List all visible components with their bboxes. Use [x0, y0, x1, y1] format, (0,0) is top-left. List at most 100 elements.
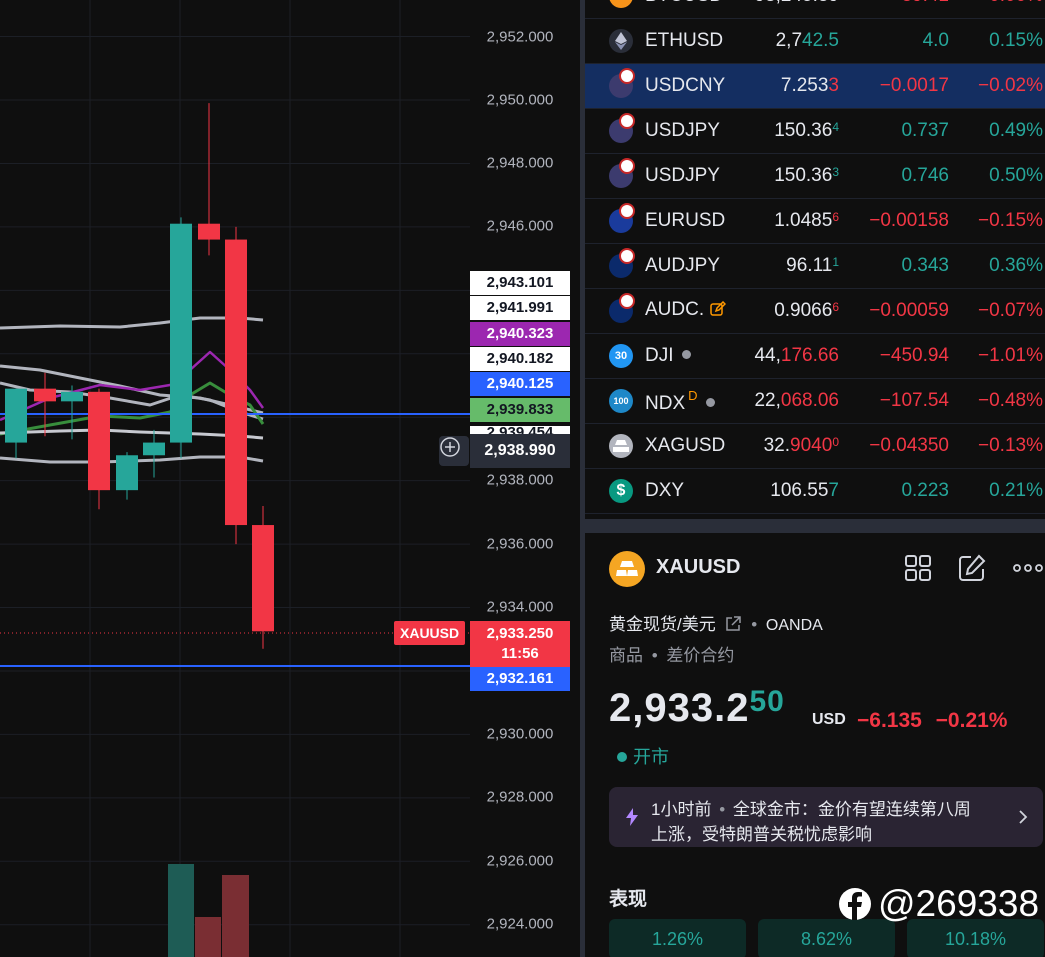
detail-exchange[interactable]: OANDA: [765, 617, 823, 634]
watchlist-change: 0.223: [901, 480, 949, 501]
indicator-price-tag: 2,943.101: [470, 271, 570, 295]
bearish-candle: [252, 525, 274, 632]
watchlist-row-btcusd[interactable]: BTCUSD 98,245.39 -39.41 -0.06%: [585, 0, 1045, 19]
performance-cell[interactable]: 8.62%: [758, 919, 895, 957]
detail-price: 2,933.250: [609, 685, 785, 731]
indicator-line: [0, 350, 265, 422]
watchlist-row-ethusd[interactable]: ETHUSD 2,742.5 4.0 0.15%: [585, 19, 1045, 64]
dollar-icon: $: [609, 479, 633, 503]
panel-separator[interactable]: [585, 519, 1045, 533]
market-status: 开市: [617, 743, 669, 769]
external-link-icon[interactable]: [724, 615, 742, 633]
watchlist-row-dji[interactable]: 30 DJI 44,176.66 −450.94 −1.01%: [585, 334, 1045, 379]
line-price-tag: 2,932.161: [470, 667, 570, 691]
indicator-line: [0, 428, 264, 440]
watchlist-row-audc[interactable]: AUDC. 0.90666 −0.00059 −0.07%: [585, 289, 1045, 334]
watchlist-row-eurusd[interactable]: EURUSD 1.04856 −0.00158 −0.15%: [585, 199, 1045, 244]
watchlist-change: −0.0017: [879, 75, 949, 96]
more-icon[interactable]: [1011, 553, 1045, 583]
watchlist-symbol: XAGUSD: [645, 435, 726, 456]
news-time: 1小时前: [651, 800, 712, 819]
watchlist-change-pct: −0.48%: [978, 390, 1043, 411]
watchlist-change-pct: −0.15%: [978, 210, 1043, 231]
indicator-price-tag: 2,940.182: [470, 347, 570, 371]
axis-label: 2,926.000: [486, 852, 554, 870]
bullish-candle: [143, 442, 165, 456]
watchlist-last-price: 96.111: [786, 255, 839, 276]
watchlist-last-price: 7.2533: [780, 75, 839, 96]
detail-symbol[interactable]: XAUUSD: [656, 556, 741, 578]
watchlist-change-pct: 0.36%: [989, 255, 1043, 276]
watchlist-change: 0.737: [901, 120, 949, 141]
watchlist-last-price: 32.90400: [763, 435, 839, 456]
watchlist-row-xagusd[interactable]: XAGUSD 32.90400 −0.04350 −0.13%: [585, 424, 1045, 469]
watchlist-change: −0.00158: [869, 210, 949, 231]
indicator-line: [0, 316, 264, 330]
watchlist-row-ndx[interactable]: 100 NDX D 22,068.06 −107.54 −0.48%: [585, 379, 1045, 424]
eu-us-flag-icon: [609, 203, 635, 233]
bearish-candle: [34, 388, 56, 402]
watchlist-symbol: DXY: [645, 480, 685, 501]
delayed-badge: D: [688, 387, 698, 403]
bullish-candle: [170, 223, 192, 443]
watchlist-symbol: BTCUSD: [645, 0, 723, 7]
us-cn-flag-icon: [609, 68, 635, 98]
watchlist-change: −0.04350: [869, 435, 949, 456]
edit-icon[interactable]: [957, 553, 987, 583]
detail-description-line: 黄金现货/美元 • OANDA: [609, 610, 823, 635]
axis-label: 2,948.000: [486, 154, 554, 172]
performance-cell[interactable]: 10.18%: [907, 919, 1044, 957]
add-alert-button[interactable]: [439, 436, 469, 466]
indicator-price-tag: 2,940.125: [470, 372, 570, 396]
price-chart[interactable]: 2,952.000 2,950.000 2,948.000 2,946.000 …: [0, 0, 580, 957]
dot-separator: •: [719, 800, 726, 819]
bearish-candle: [198, 223, 220, 240]
watchlist-row-dxy[interactable]: $ DXY 106.557 0.223 0.21%: [585, 469, 1045, 514]
bullish-candle: [61, 391, 83, 402]
watchlist-row-usdjpy[interactable]: USDJPY 150.364 0.737 0.49%: [585, 109, 1045, 154]
plus-circle-icon: [440, 437, 460, 457]
axis-label: 2,936.000: [486, 535, 554, 553]
symbol-details: XAUUSD 黄金现货/美元 • OANDA 商品 • 差价合约 2,93: [585, 533, 1045, 957]
dot-separator: •: [651, 646, 658, 665]
watchlist-change: 0.343: [901, 255, 949, 276]
watchlist-change: −450.94: [879, 345, 949, 366]
volume-bar: [195, 917, 221, 957]
watchlist-change-pct: −0.07%: [978, 300, 1043, 321]
status-dot-icon: [681, 350, 691, 359]
watchlist-row-usdcny[interactable]: USDCNY 7.2533 −0.0017 −0.02%: [585, 64, 1045, 109]
watchlist-symbol: NDX D: [645, 388, 715, 415]
chart-canvas[interactable]: [0, 0, 580, 957]
watchlist-row-audjpy[interactable]: AUDJPY 96.111 0.343 0.36%: [585, 244, 1045, 289]
news-headline-1: 全球金市：金价有望连续第八周: [732, 800, 971, 819]
au-jp-flag-icon: [609, 248, 635, 278]
news-headline-2: 上涨，受特朗普关税忧虑影响: [651, 825, 872, 844]
news-card[interactable]: 1小时前 • 全球金市：金价有望连续第八周 上涨，受特朗普关税忧虑影响: [609, 787, 1043, 847]
watchlist-change-pct: 0.49%: [989, 120, 1043, 141]
watchlist-last-price: 0.90666: [774, 300, 839, 321]
note-edit-icon[interactable]: [710, 300, 727, 323]
detail-change: −6.135: [857, 709, 922, 732]
axis-label: 2,950.000: [486, 91, 554, 109]
axis-label: 2,952.000: [486, 28, 554, 46]
us-jp-flag-icon: [609, 113, 635, 143]
watchlist-symbol: USDJPY: [645, 120, 720, 141]
detail-currency: USD: [812, 711, 846, 728]
dot-separator: •: [751, 615, 758, 634]
gold-icon: [609, 551, 645, 587]
performance-cell[interactable]: 1.26%: [609, 919, 746, 957]
symbol-price-label: XAUUSD: [394, 621, 466, 645]
detail-price-tail: 50: [749, 685, 785, 718]
axis-label: 2,934.000: [486, 598, 554, 616]
grid-icon[interactable]: [903, 553, 933, 583]
watchlist-row-usdjpy[interactable]: USDJPY 150.363 0.746 0.50%: [585, 154, 1045, 199]
panel-divider[interactable]: [580, 0, 585, 957]
last-price-value: 2,933.250: [486, 625, 554, 642]
watchlist-change: 0.746: [901, 165, 949, 186]
detail-description[interactable]: 黄金现货/美元: [609, 615, 716, 634]
watchlist-last-price: 44,176.66: [754, 345, 839, 366]
watchlist-last-price: 98,245.39: [754, 0, 839, 7]
performance-title: 表现: [609, 889, 648, 910]
axis-label: 2,938.000: [486, 471, 554, 489]
status-dot-icon: [705, 397, 715, 407]
